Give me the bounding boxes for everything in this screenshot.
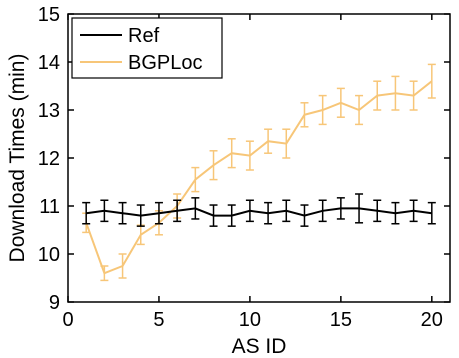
- x-axis-label: AS ID: [232, 335, 287, 358]
- series-line: [86, 207, 432, 217]
- series-line: [85, 80, 433, 275]
- axes: 0 5 10 15 20 9 10 11 12 13 14 15 AS ID Download Times…: [6, 4, 451, 358]
- x-tick-label: 5: [153, 309, 164, 331]
- y-tick-label: 14: [38, 52, 60, 74]
- legend-label: BGPLoc: [128, 52, 202, 74]
- y-tick-label: 9: [49, 292, 60, 314]
- y-tick-label: 12: [38, 148, 60, 170]
- legend-label: Ref: [128, 25, 160, 47]
- x-tick-label: 20: [421, 309, 443, 331]
- y-tick-label: 13: [38, 100, 60, 122]
- legend-box: [71, 17, 223, 79]
- series-ref: [82, 193, 436, 227]
- y-tick-label: 15: [38, 4, 60, 26]
- y-axis-label: Download Times (min): [6, 54, 29, 263]
- series-bgploc: [82, 63, 436, 282]
- y-tick-label: 10: [38, 244, 60, 266]
- x-tick-label: 15: [330, 309, 352, 331]
- y-tick-label: 11: [39, 196, 60, 218]
- x-tick-label: 0: [62, 309, 73, 331]
- x-tick-label: 10: [239, 309, 261, 331]
- series-layer: [82, 63, 436, 282]
- legend: Ref BGPLoc: [71, 17, 223, 79]
